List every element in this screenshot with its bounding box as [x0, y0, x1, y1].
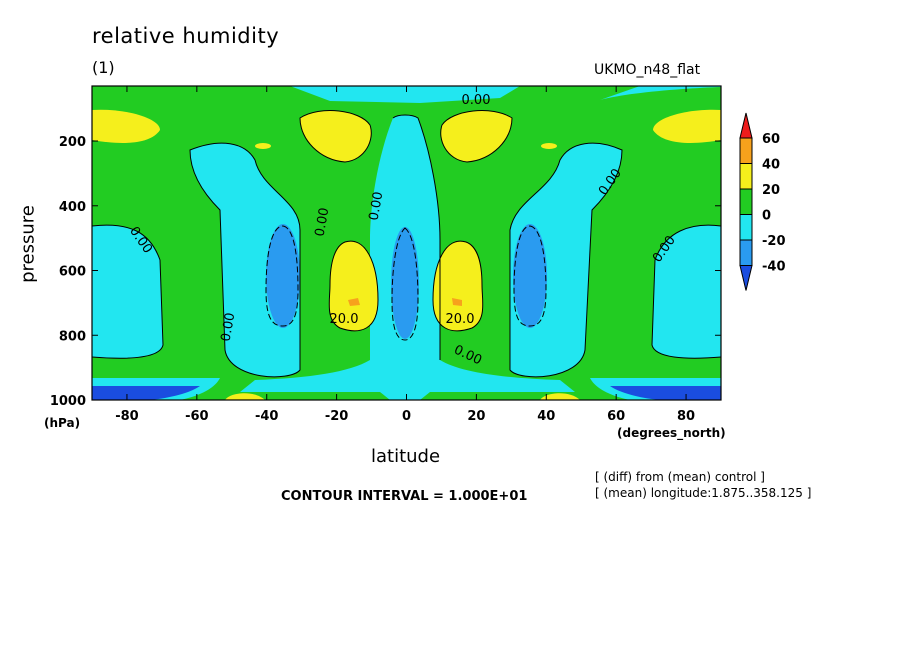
colorbar-label: 40 [762, 158, 780, 173]
diff-note: [ (diff) from (mean) control ] [595, 470, 765, 484]
contour-zero-sh-polar [92, 224, 164, 359]
x-tick-label: -20 [325, 409, 349, 424]
sh-subtrop-core [348, 298, 360, 306]
colorbar-bottom-arrow [739, 265, 753, 291]
y-tick-label: 800 [59, 329, 86, 344]
contour-interval-text: CONTOUR INTERVAL = 1.000E+01 [281, 489, 528, 504]
colorbar-label: -40 [762, 260, 786, 275]
sh-polar-upper-max [92, 109, 160, 143]
plot-fill [92, 86, 721, 400]
contour-neg-nh [513, 225, 547, 327]
y-axis-units: (hPa) [44, 416, 81, 430]
colorbar-segment [739, 163, 753, 190]
contour-zero-eq [392, 114, 441, 360]
nh-polar-upper-max [653, 109, 721, 143]
top-negative-band [290, 86, 520, 103]
x-axis-units: (degrees_north) [617, 426, 726, 440]
nh-subtrop-core [452, 298, 462, 306]
colorbar-segment [739, 239, 753, 266]
contour-label: 0.00 [313, 207, 333, 238]
sh-surface-min [92, 386, 200, 400]
contour-neg-sh [265, 225, 299, 327]
sh-subtrop-max [329, 241, 378, 331]
small-max-right [541, 143, 557, 149]
sh-midlat-negative [190, 143, 300, 377]
contour-pos-upper-sh [299, 110, 372, 163]
nh-subtrop-max [433, 241, 483, 331]
contour-pos-upper-nh [440, 110, 513, 163]
contour-pos-sh [328, 240, 379, 332]
nh-surface-min [610, 386, 721, 400]
x-axis-label: latitude [371, 446, 441, 467]
colorbar-segment [739, 137, 753, 164]
top-right-negative [600, 86, 721, 100]
x-tick-label: 40 [537, 409, 555, 424]
surface-max-right [540, 393, 580, 400]
y-tick-label: 1000 [50, 394, 86, 409]
sh-midlat-min [266, 224, 300, 328]
colorbar-top-arrow [739, 112, 753, 139]
x-tick-label: -80 [115, 409, 139, 424]
small-max-left [255, 143, 271, 149]
colorbar-label: 0 [762, 209, 771, 224]
nh-upper-max [440, 110, 512, 162]
x-tick-label: -40 [255, 409, 279, 424]
colorbar-segment [739, 214, 753, 241]
contour-label: 20.0 [446, 312, 475, 327]
x-axis-ticks: -80 -60 -40 -20 0 20 40 60 80 [115, 86, 695, 424]
contour-zero-nh-polar [651, 224, 721, 359]
nh-midlat-min [513, 224, 547, 328]
nh-highlat-negative [652, 225, 721, 359]
mean-longitude-note: [ (mean) longitude:1.875..358.125 ] [595, 486, 812, 500]
y-tick-label: 600 [59, 265, 86, 280]
y-tick-label: 400 [59, 200, 86, 215]
x-tick-label: 60 [607, 409, 625, 424]
contour-label: 0.00 [219, 312, 239, 343]
eq-min [391, 227, 419, 339]
x-tick-label: -60 [185, 409, 209, 424]
colorbar-label: 60 [762, 132, 780, 147]
x-tick-label: 0 [402, 409, 411, 424]
colorbar-segment [739, 188, 753, 215]
sh-highlat-negative [92, 225, 163, 359]
chart-subtitle: (1) [92, 58, 115, 77]
contour-zero-sh [189, 142, 301, 378]
sh-upper-max [300, 110, 372, 162]
contour-label: 20.0 [330, 312, 359, 327]
colorbar-label: -20 [762, 234, 786, 249]
contour-label: 0.00 [367, 191, 387, 222]
x-tick-label: 20 [467, 409, 485, 424]
contour-zero-nh [509, 142, 623, 378]
model-label: UKMO_n48_flat [594, 62, 701, 78]
y-tick-label: 200 [59, 135, 86, 150]
contour-lines [92, 110, 721, 378]
contour-neg-eq [391, 227, 419, 341]
x-tick-label: 80 [677, 409, 695, 424]
y-axis-ticks: 200 400 600 800 1000 [50, 135, 721, 409]
chart-title: relative humidity [92, 24, 280, 48]
contour-pos-nh [432, 240, 484, 332]
colorbar: 60 40 20 0 -20 -40 [739, 112, 786, 291]
colorbar-label: 20 [762, 183, 780, 198]
contour-label: 0.00 [462, 93, 491, 108]
surface-max-left [225, 393, 265, 400]
y-axis-label: pressure [17, 205, 39, 283]
